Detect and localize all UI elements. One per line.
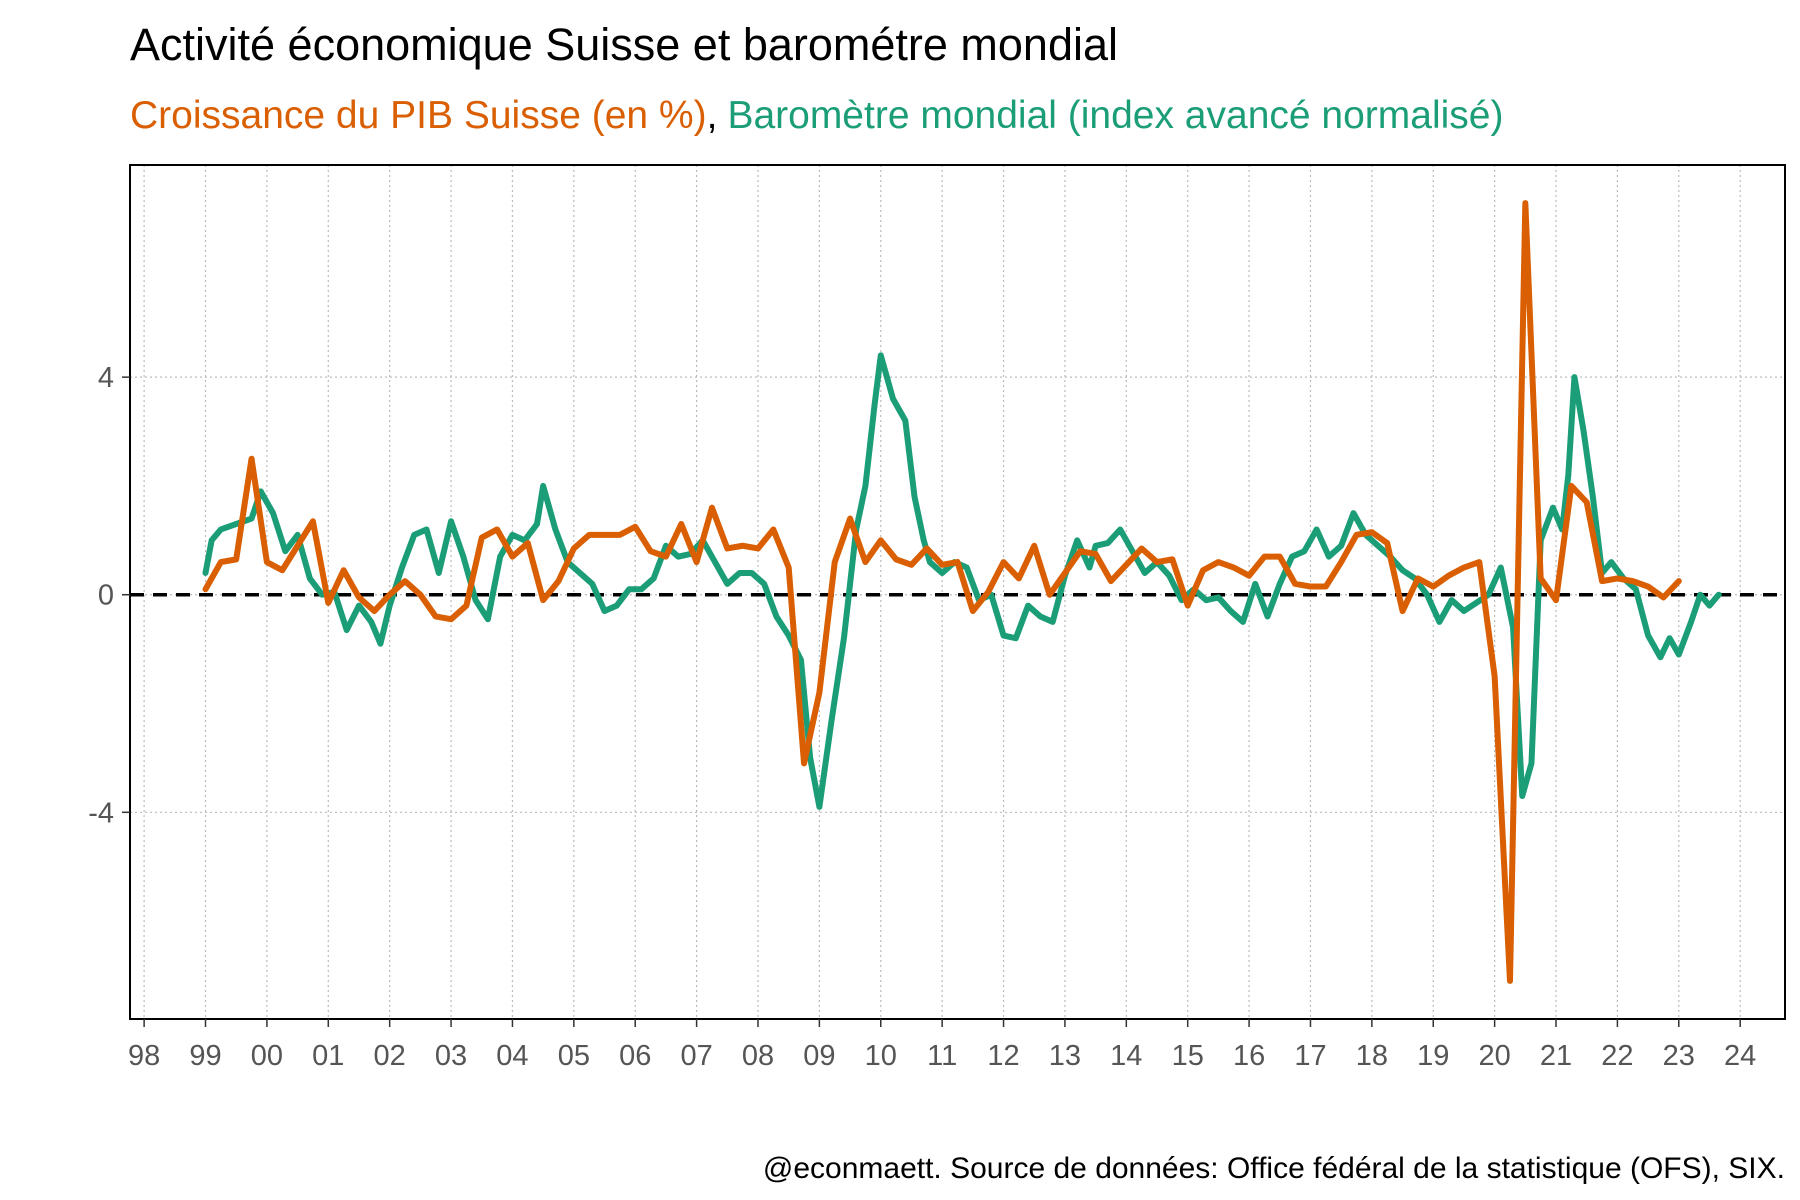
- legend-entry: Baromètre mondial (index avancé normalis…: [727, 94, 1503, 137]
- plot-area: [202, 200, 1722, 984]
- x-tick-label: 02: [374, 1040, 406, 1072]
- x-tick-label: 23: [1663, 1040, 1695, 1072]
- x-tick-label: 98: [128, 1040, 160, 1072]
- x-tick-label: 14: [1110, 1040, 1142, 1072]
- x-tick-label: 07: [680, 1040, 712, 1072]
- plot-frame: [129, 164, 1786, 1020]
- y-tick-label: 0: [98, 580, 114, 612]
- x-tick-label: 08: [742, 1040, 774, 1072]
- chart-subtitle: Croissance du PIB Suisse (en %), Baromètr…: [130, 94, 1503, 137]
- series-line: [202, 352, 1722, 810]
- x-tick-label: 03: [435, 1040, 467, 1072]
- legend-entry: Croissance du PIB Suisse (en %): [130, 94, 707, 137]
- x-tick-label: 06: [619, 1040, 651, 1072]
- x-tick-label: 10: [865, 1040, 897, 1072]
- x-tick-label: 20: [1479, 1040, 1511, 1072]
- x-tick-label: 17: [1294, 1040, 1326, 1072]
- x-tick-label: 00: [251, 1040, 283, 1072]
- x-tick-label: 15: [1172, 1040, 1204, 1072]
- x-tick-label: 21: [1540, 1040, 1572, 1072]
- axis-labels: 98 99 00 01 02 03 04 05 06 07 08 09 10 11 12 13 14 15 16 17…: [88, 362, 1756, 1072]
- y-tick-label: -4: [88, 797, 114, 829]
- caption: @econmaett. Source de données: Office fé…: [763, 1152, 1785, 1185]
- x-tick-label: 12: [987, 1040, 1019, 1072]
- x-tick-label: 22: [1601, 1040, 1633, 1072]
- x-tick-label: 16: [1233, 1040, 1265, 1072]
- subtitle-separator: ,: [707, 94, 718, 137]
- y-tick-label: 4: [98, 362, 114, 394]
- x-tick-label: 99: [189, 1040, 221, 1072]
- x-tick-label: 24: [1724, 1040, 1756, 1072]
- series-line: [202, 200, 1682, 984]
- x-tick-label: 18: [1356, 1040, 1388, 1072]
- x-tick-label: 01: [312, 1040, 344, 1072]
- x-tick-label: 09: [803, 1040, 835, 1072]
- x-tick-label: 13: [1049, 1040, 1081, 1072]
- x-tick-label: 05: [558, 1040, 590, 1072]
- chart-title: Activité économique Suisse et barométre …: [130, 19, 1118, 70]
- x-tick-label: 04: [496, 1040, 528, 1072]
- x-tick-label: 19: [1417, 1040, 1449, 1072]
- x-tick-label: 11: [927, 1040, 957, 1072]
